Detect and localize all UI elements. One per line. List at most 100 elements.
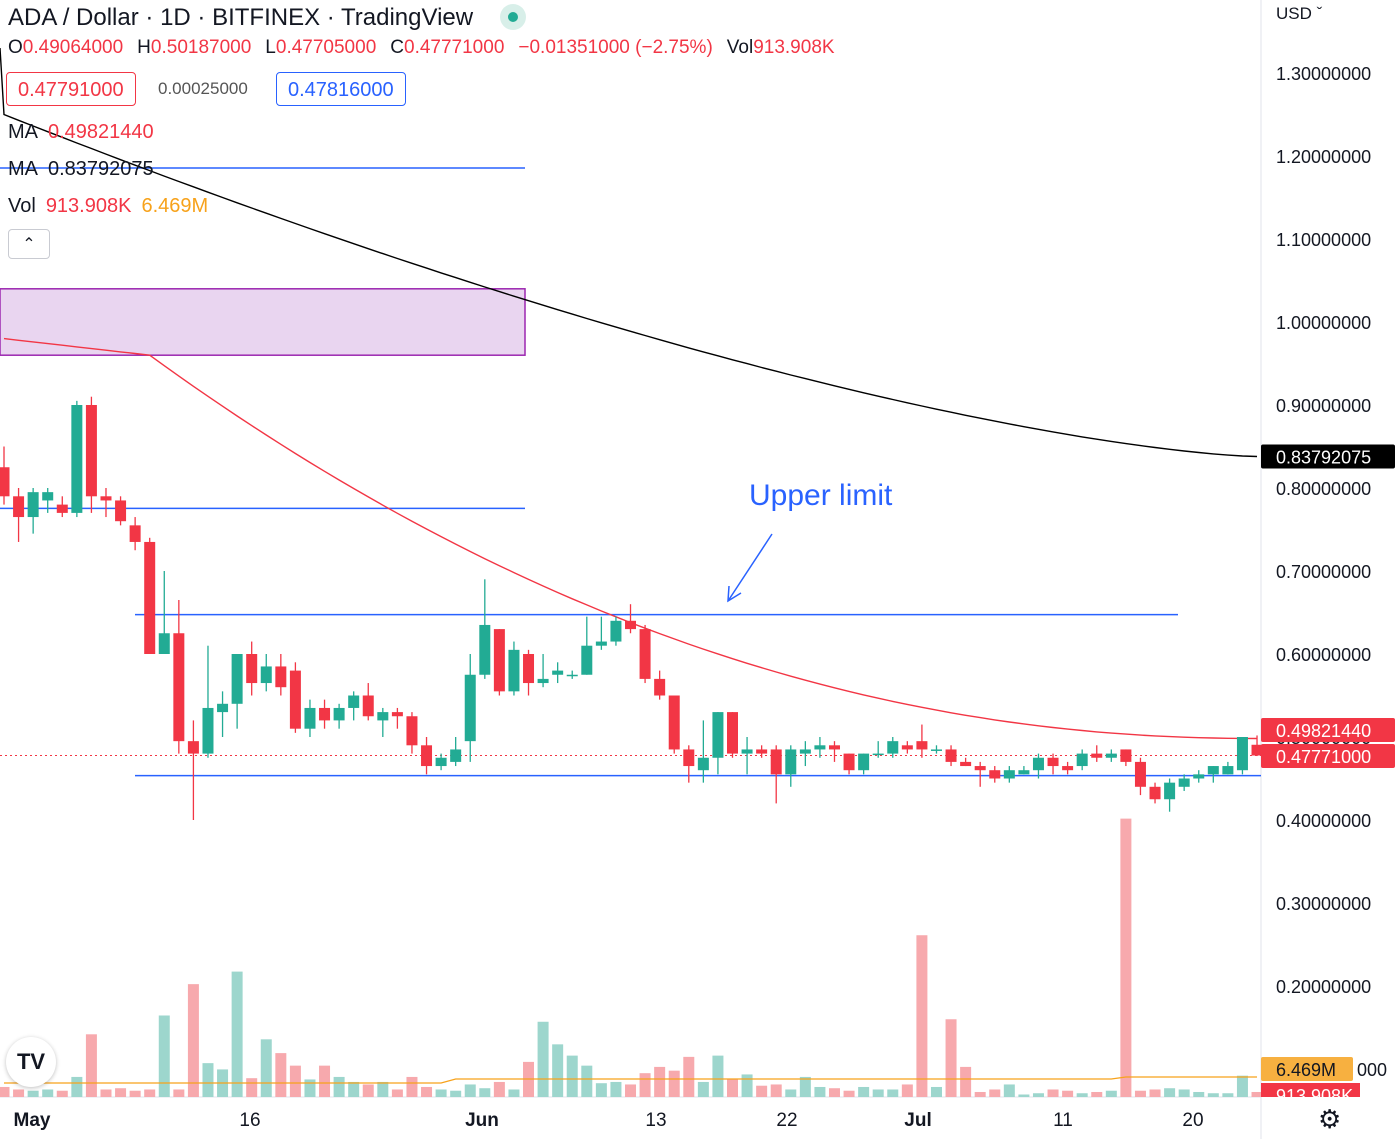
symbol-name[interactable]: ADA / Dollar [8,4,139,31]
volume-bar [828,1088,840,1097]
volume-bar [901,1084,913,1097]
candle-body [1120,749,1132,762]
tradingview-logo-icon[interactable]: TV [6,1037,56,1087]
volume-bar [319,1065,331,1097]
ma-fast-label: MA [8,121,38,143]
price-tick-label: 0.40000000 [1276,811,1371,831]
volume-bar [377,1081,389,1097]
sell-button[interactable]: 0.47791000 [6,72,136,106]
candle-body [42,492,54,501]
candle-body [435,757,447,767]
candle-body [683,749,695,767]
candle-body [246,654,258,684]
open-label: O [8,37,23,58]
exchange: BITFINEX [212,4,321,31]
candle-body [828,745,840,750]
market-status-icon[interactable] [499,3,526,30]
change-value: −0.01351000 (−2.75%) [518,37,713,58]
candle-body [887,741,899,754]
interval[interactable]: 1D [160,4,191,31]
candle-body [974,766,986,771]
candle-body [960,761,972,767]
volume-bar [1164,1088,1176,1097]
volume-ma-value: 6.469M [141,195,209,217]
chevron-up-icon[interactable]: ⌃ [8,229,50,259]
volume-bar [727,1079,738,1097]
gear-icon[interactable]: ⚙ [1318,1104,1342,1134]
candle-body [741,749,753,754]
volume-bar [960,1066,972,1097]
volume-bar [581,1065,593,1097]
volume-ind-value: 913.908K [45,195,132,217]
buy-button[interactable]: 0.47816000 [276,72,406,106]
candle-body [916,741,928,750]
volume-bar [27,1090,39,1097]
candle-body [581,645,593,675]
volume-bar [144,1089,156,1097]
volume-bar [858,1086,870,1097]
candle-body [1047,757,1059,767]
candle-body [537,678,549,684]
price-tick-label: 0.60000000 [1276,645,1371,665]
candle-body [173,633,185,742]
volume-bar [173,1089,185,1097]
volume-bar [974,1091,986,1097]
open-value: 0.49064000 [22,37,124,58]
volume-bar [421,1086,433,1097]
candle-body [858,753,870,771]
volume-bar [625,1084,637,1097]
ma-fast-price-label: 0.49821440 [1276,721,1371,741]
ma-slow-label: MA [8,158,38,180]
price-tick-label: 0.20000000 [1276,977,1371,997]
volume-bar [537,1021,549,1097]
candle-body [727,712,738,754]
candle-body [1193,774,1205,779]
volume-bar [464,1084,476,1097]
chart-title: ADA / Dollar · 1D · BITFINEX · TradingVi… [8,3,526,32]
candle-body [1032,757,1044,771]
time-tick-label: 11 [1053,1110,1073,1131]
candle-body [1091,753,1103,758]
last-price-label-bg [1261,744,1395,768]
candle-body [508,649,520,692]
volume-last-label: 913.908K [1276,1086,1353,1106]
volume-bar [945,1019,957,1097]
last-price-label: 0.47771000 [1276,747,1371,767]
volume-bar [552,1044,564,1097]
candle-body [697,757,709,771]
volume-bar [1091,1091,1103,1097]
candle-body [1207,766,1219,775]
volume-bar [231,971,243,1097]
volume-bar [1076,1093,1088,1097]
volume-bar [275,1053,287,1097]
price-tick-label: 0.70000000 [1276,562,1371,582]
volume-bar [1003,1084,1015,1097]
candle-body [1236,737,1248,771]
volume-bar [1018,1094,1030,1097]
candle-body [1105,753,1117,758]
candle-body [1018,770,1030,775]
volume-value: 913.908K [753,37,835,58]
currency-select[interactable]: USD ˇ [1276,4,1323,23]
volume-bar [13,1089,25,1097]
ma-fast-legend[interactable]: MA 0.49821440 [8,121,154,144]
candle-body [1222,766,1234,775]
volume-ma-label-bg [1261,1057,1353,1081]
separator: · [197,4,206,31]
ma-slow-price-label: 0.83792075 [1276,448,1371,468]
volume-bar [930,1086,942,1097]
candle-body [56,504,68,513]
candle-body [479,624,491,675]
volume-bar [304,1079,316,1097]
candle-body [493,629,505,692]
volume-legend[interactable]: Vol 913.908K 6.469M [8,195,208,218]
volume-bar [814,1086,826,1097]
candle-body [391,712,403,717]
volume-bar [202,1063,214,1097]
ma-slow-legend[interactable]: MA 0.83792075 [8,158,154,181]
price-tick-label: 0.80000000 [1276,479,1371,499]
volume-bar [129,1090,141,1097]
candle-body [1076,753,1088,767]
candle-body [785,749,797,775]
